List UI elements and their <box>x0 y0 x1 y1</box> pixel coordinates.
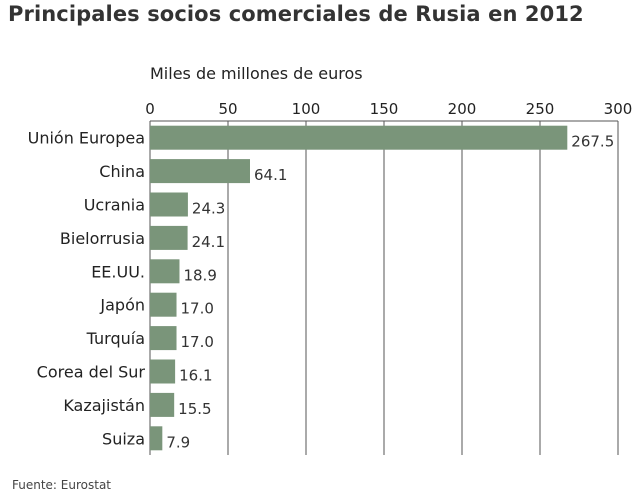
category-label: Bielorrusia <box>60 229 145 248</box>
category-label: Japón <box>99 296 145 315</box>
data-label: 16.1 <box>179 367 212 385</box>
x-tick-label: 300 <box>604 100 633 118</box>
data-label: 17.0 <box>181 300 214 318</box>
bar <box>150 259 180 284</box>
data-label: 17.0 <box>181 333 214 351</box>
x-tick-label: 150 <box>370 100 399 118</box>
x-tick-label: 50 <box>218 100 237 118</box>
source-note: Fuente: Eurostat <box>12 478 111 492</box>
data-label: 24.1 <box>192 233 225 251</box>
category-label: Unión Europea <box>28 129 145 148</box>
bar <box>150 225 188 250</box>
bar <box>150 192 188 217</box>
x-tick-label: 200 <box>448 100 477 118</box>
bar <box>150 359 176 384</box>
category-label: Suiza <box>102 429 145 448</box>
data-label: 64.1 <box>254 166 287 184</box>
category-label: EE.UU. <box>91 262 145 281</box>
category-label: Kazajistán <box>63 396 145 415</box>
data-label: 267.5 <box>571 133 614 151</box>
data-label: 24.3 <box>192 200 225 218</box>
x-tick-label: 100 <box>292 100 321 118</box>
data-label: 18.9 <box>183 266 216 284</box>
bar <box>150 292 177 317</box>
bar <box>150 326 177 351</box>
category-label: Ucrania <box>84 196 145 215</box>
x-axis-label: Miles de millones de euros <box>150 64 363 83</box>
data-label: 7.9 <box>166 433 190 451</box>
category-label: China <box>99 162 145 181</box>
bar <box>150 125 568 150</box>
x-tick-label: 0 <box>145 100 155 118</box>
bar <box>150 159 250 184</box>
bar <box>150 392 175 417</box>
data-label: 15.5 <box>178 400 211 418</box>
category-label: Turquía <box>86 329 145 348</box>
chart-title: Principales socios comerciales de Rusia … <box>8 2 584 26</box>
x-tick-label: 250 <box>526 100 555 118</box>
bar <box>150 426 163 451</box>
category-label: Corea del Sur <box>37 363 146 382</box>
